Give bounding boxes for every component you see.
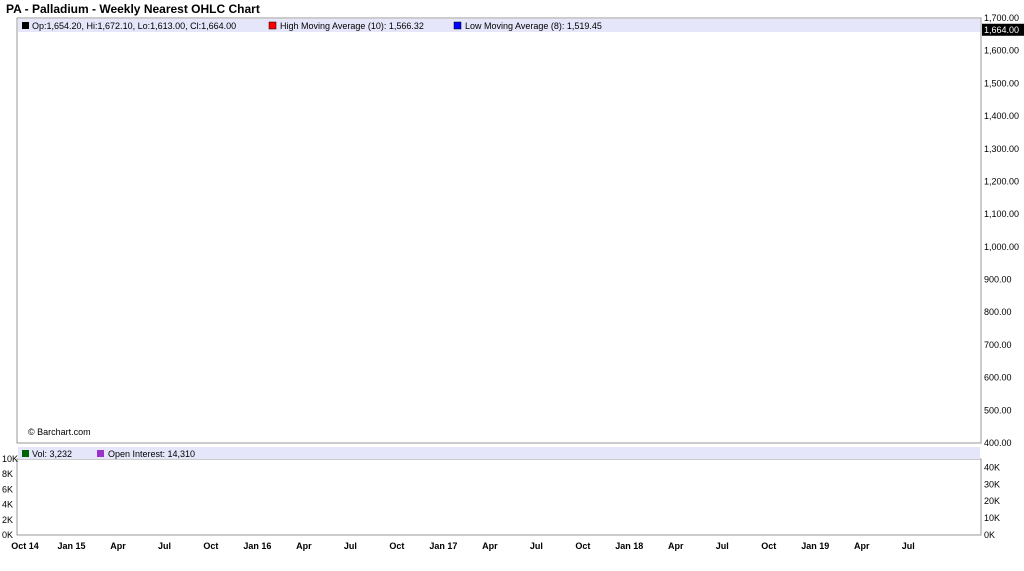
ohlc-legend-swatch	[22, 22, 29, 29]
axes	[16, 17, 982, 536]
last-price-label-bg	[982, 23, 1024, 36]
y-tick-label: 1,600.00	[984, 46, 1019, 56]
price-panel	[16, 17, 982, 444]
x-tick-label: Apr	[854, 541, 870, 551]
x-tick-label: Jan 15	[57, 541, 85, 551]
y-tick-label: 500.00	[984, 405, 1012, 415]
x-tick-label: Oct	[761, 541, 776, 551]
x-tick-label: Jul	[530, 541, 543, 551]
high-ma-legend-swatch	[268, 21, 277, 30]
volume-left-tick-label: 6K	[2, 484, 13, 494]
y-tick-label: 1,500.00	[984, 78, 1019, 88]
low-ma-legend-swatch	[453, 21, 462, 30]
x-tick-label: Jan 16	[243, 541, 271, 551]
x-tick-label: Jul	[344, 541, 357, 551]
y-tick-label: 1,200.00	[984, 176, 1019, 186]
x-tick-label: Jan 19	[801, 541, 829, 551]
x-tick-label: Apr	[110, 541, 126, 551]
y-tick-label: 600.00	[984, 373, 1012, 383]
y-tick-label: 1,100.00	[984, 209, 1019, 219]
volume-left-tick-label: 2K	[2, 515, 13, 525]
low-ma-legend-text: Low Moving Average (8): 1,519.45	[465, 21, 602, 31]
y-tick-label: 1,400.00	[984, 111, 1019, 121]
x-tick-label: Jan 18	[615, 541, 643, 551]
ohlc-legend-text: Op:1,654.20, Hi:1,672.10, Lo:1,613.00, C…	[32, 21, 236, 31]
y-tick-label: 400.00	[984, 438, 1012, 448]
x-tick-label: Jan 17	[429, 541, 457, 551]
y-tick-label: 1,700.00	[984, 13, 1019, 23]
x-tick-label: Apr	[296, 541, 312, 551]
volume-legend-swatch	[22, 450, 29, 457]
volume-right-tick-label: 10K	[984, 513, 1000, 523]
volume-panel	[16, 458, 982, 536]
volume-right-tick-label: 0K	[984, 530, 995, 540]
volume-legend-text: Vol: 3,232	[32, 449, 72, 459]
axis-labels: 1,700.00 1,600.00 1,500.00 1,400.00 1,300.00…	[2, 13, 1024, 551]
legends: Op:1,654.20, Hi:1,672.10, Lo:1,613.00, C…	[18, 19, 980, 459]
x-tick-label: Oct 14	[11, 541, 39, 551]
volume-left-tick-label: 8K	[2, 469, 13, 479]
x-tick-label: Jul	[158, 541, 171, 551]
open-interest-legend-text: Open Interest: 14,310	[108, 449, 195, 459]
open-interest-legend-swatch	[97, 450, 104, 457]
price-legend-bar	[18, 19, 980, 32]
volume-left-tick-label: 10K	[2, 454, 18, 464]
y-tick-label: 900.00	[984, 275, 1012, 285]
y-tick-label: 1,000.00	[984, 242, 1019, 252]
volume-right-tick-label: 40K	[984, 462, 1000, 472]
volume-legend-bar	[18, 447, 980, 459]
volume-left-tick-label: 0K	[2, 530, 13, 540]
chart-title: PA - Palladium - Weekly Nearest OHLC Cha…	[6, 2, 260, 16]
volume-right-tick-label: 30K	[984, 479, 1000, 489]
x-tick-label: Jul	[902, 541, 915, 551]
watermark: © Barchart.com	[28, 427, 91, 437]
x-tick-label: Apr	[668, 541, 684, 551]
high-ma-legend-text: High Moving Average (10): 1,566.32	[280, 21, 424, 31]
x-tick-label: Oct	[575, 541, 590, 551]
volume-left-tick-label: 4K	[2, 500, 13, 510]
volume-right-tick-label: 20K	[984, 496, 1000, 506]
y-tick-label: 800.00	[984, 307, 1012, 317]
y-tick-label: 700.00	[984, 340, 1012, 350]
y-tick-label: 1,300.00	[984, 144, 1019, 154]
x-tick-label: Jul	[716, 541, 729, 551]
x-tick-label: Oct	[389, 541, 404, 551]
last-price-label: 1,664.00	[984, 25, 1019, 35]
x-tick-label: Oct	[203, 541, 218, 551]
x-tick-label: Apr	[482, 541, 498, 551]
